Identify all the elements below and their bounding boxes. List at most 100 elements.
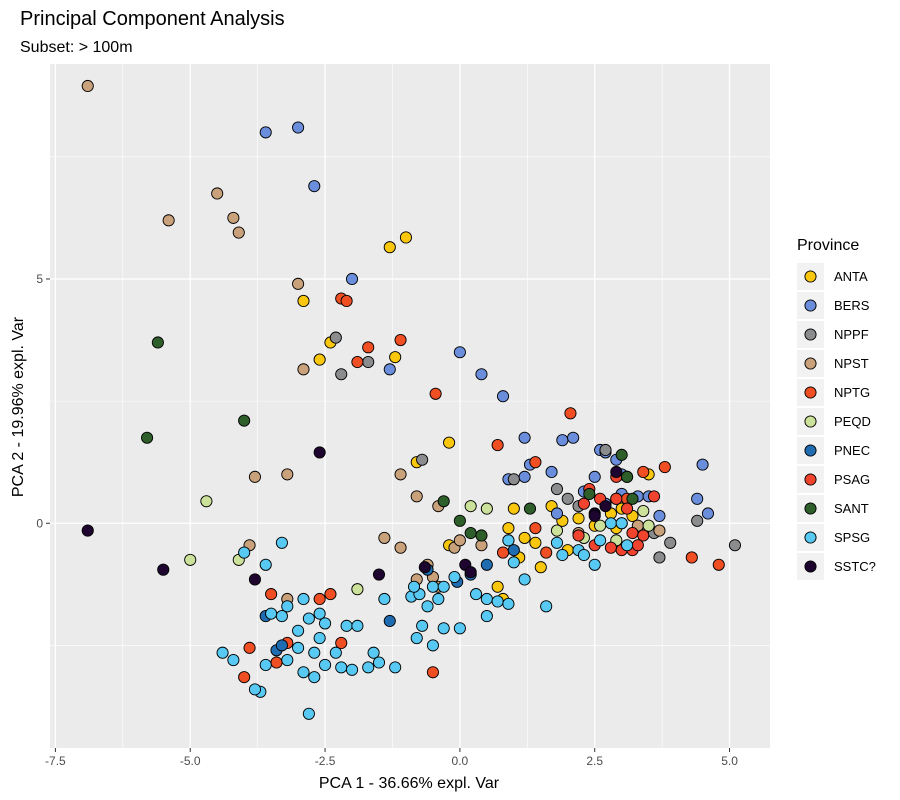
- point-spsg: [319, 658, 332, 671]
- point-spsg: [372, 656, 386, 669]
- point-spsg: [448, 570, 461, 584]
- point-bers: [308, 180, 321, 193]
- point-nptg: [340, 294, 353, 308]
- point-nptg: [529, 456, 542, 469]
- legend-item-anta: ANTA: [797, 263, 868, 290]
- point-sstc: [588, 509, 601, 522]
- point-bers: [588, 470, 601, 483]
- point-spsg: [340, 619, 353, 632]
- point-peqd: [351, 583, 364, 596]
- y-tick-label: 5: [36, 272, 43, 286]
- point-peqd: [642, 519, 655, 532]
- point-spsg: [297, 666, 310, 679]
- point-anta: [297, 294, 310, 308]
- point-nptg: [265, 588, 278, 601]
- point-spsg: [281, 654, 294, 667]
- legend-label-bers: BERS: [834, 298, 870, 313]
- point-spsg: [367, 646, 380, 659]
- point-nptg: [313, 592, 326, 606]
- point-peqd: [637, 504, 650, 518]
- point-spsg: [426, 580, 439, 593]
- point-spsg: [248, 683, 261, 696]
- point-sstc: [313, 446, 326, 459]
- point-sstc: [599, 500, 612, 513]
- legend-label-sstc: SSTC?: [834, 559, 876, 574]
- legend-title: Province: [797, 237, 859, 254]
- point-nptg: [243, 641, 256, 654]
- legend-key-peqd: [804, 415, 817, 428]
- point-npst: [281, 468, 294, 481]
- point-anta: [572, 512, 585, 525]
- point-spsg: [507, 556, 520, 569]
- point-bers: [259, 126, 272, 139]
- point-pnec: [480, 558, 493, 571]
- point-nppf: [550, 483, 564, 496]
- point-spsg: [407, 580, 421, 593]
- point-sstc: [610, 465, 623, 479]
- point-psag: [610, 492, 623, 505]
- legend-item-nppf: NPPF: [797, 321, 869, 348]
- point-npst: [297, 363, 310, 376]
- point-sstc: [372, 568, 386, 581]
- point-sstc: [418, 561, 431, 574]
- point-bers: [550, 507, 564, 520]
- point-spsg: [410, 632, 423, 645]
- chart-subtitle: Subset: > 100m: [20, 39, 133, 56]
- point-bers: [518, 431, 531, 444]
- point-spsg: [432, 592, 445, 606]
- legend-item-bers: BERS: [797, 292, 870, 319]
- point-spsg: [308, 646, 321, 659]
- legend-key-nppf: [804, 328, 817, 341]
- point-bers: [701, 507, 715, 520]
- legend-label-spsg: SPSG: [834, 530, 870, 545]
- point-peqd: [464, 500, 477, 513]
- data-points: [81, 79, 741, 720]
- point-npst: [162, 214, 175, 227]
- point-spsg: [502, 597, 515, 610]
- legend-label-anta: ANTA: [834, 269, 868, 284]
- point-npst: [378, 531, 391, 544]
- point-anta: [529, 536, 542, 549]
- point-bers: [696, 458, 709, 471]
- point-spsg: [621, 539, 634, 552]
- point-nptg: [270, 656, 283, 669]
- point-psag: [647, 490, 661, 503]
- point-spsg: [556, 548, 569, 562]
- legend-label-sant: SANT: [834, 501, 869, 516]
- point-sant: [583, 487, 596, 500]
- point-anta: [507, 502, 520, 515]
- point-spsg: [292, 624, 305, 637]
- point-sant: [621, 470, 634, 483]
- point-npst: [232, 226, 245, 239]
- point-psag: [631, 539, 644, 552]
- point-bers: [545, 465, 558, 479]
- point-peqd: [184, 553, 197, 566]
- x-axis: -7.5 -5.0 -2.5 0.0 2.5 5.0: [45, 748, 738, 768]
- point-anta: [389, 351, 402, 364]
- legend-key-bers: [804, 299, 817, 312]
- point-psag: [637, 529, 650, 542]
- point-spsg: [426, 639, 439, 652]
- gridlines: [50, 64, 770, 748]
- point-nppf: [335, 368, 348, 381]
- point-psag: [572, 529, 585, 542]
- point-nptg: [335, 636, 348, 650]
- point-spsg: [297, 592, 310, 606]
- point-spsg: [345, 663, 359, 676]
- point-spsg: [319, 617, 332, 630]
- point-spsg: [604, 517, 617, 530]
- point-spsg: [550, 536, 564, 549]
- point-bers: [475, 368, 488, 381]
- point-spsg: [540, 600, 553, 613]
- legend-label-nptg: NPTG: [834, 385, 870, 400]
- point-spsg: [389, 661, 402, 674]
- point-nppf: [507, 473, 520, 486]
- point-anta: [313, 353, 326, 366]
- point-npst: [653, 524, 666, 537]
- point-spsg: [259, 558, 272, 571]
- legend-key-npst: [804, 357, 817, 370]
- point-bers: [567, 431, 580, 444]
- plot-panel: [50, 64, 770, 748]
- point-nptg: [324, 588, 337, 601]
- point-sant: [464, 526, 477, 540]
